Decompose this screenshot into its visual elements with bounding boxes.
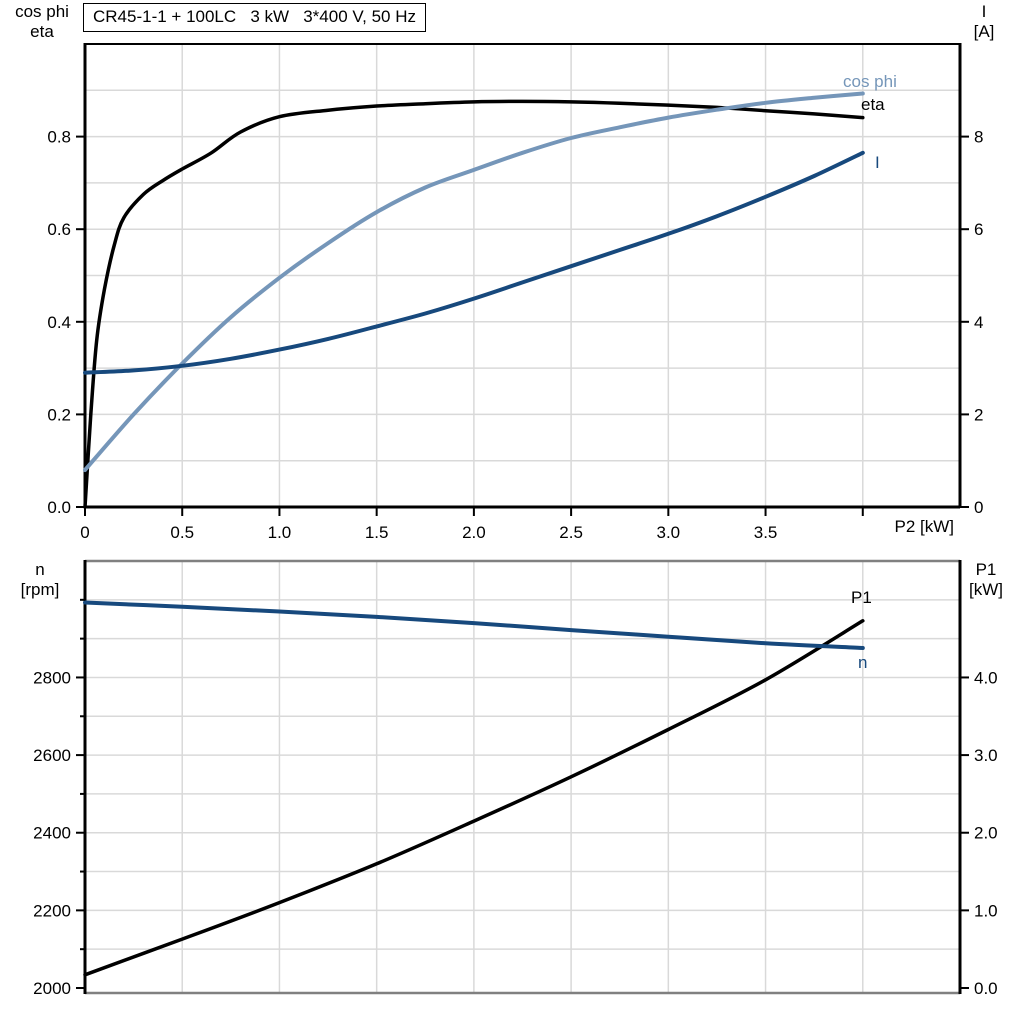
axis-header-n: n: [35, 560, 45, 579]
top-left-axis-header: cos phi eta: [4, 2, 80, 42]
axis-header-n-unit: [rpm]: [20, 580, 60, 599]
gridlines: [85, 561, 960, 993]
series-cos-phi: [83, 91, 865, 472]
tick-label: 0.0: [47, 498, 71, 517]
axis-header-eta: eta: [30, 22, 54, 41]
ticks: [76, 598, 969, 989]
series-i: [83, 150, 865, 375]
tick-label: 4.0: [974, 668, 998, 687]
tick-label: 2200: [33, 901, 71, 920]
tick-label: 0.8: [47, 128, 71, 147]
tick-label: 0: [974, 498, 983, 517]
tick-label: 2000: [33, 979, 71, 998]
curve-label-p1: P1: [851, 588, 872, 607]
axis-header-cosphi: cos phi: [15, 2, 69, 21]
tick-label: 2: [974, 405, 983, 424]
curve-label-current: I: [875, 153, 880, 172]
top-right-axis-header: I [A]: [952, 2, 1016, 42]
bottom-left-axis-header: n [rpm]: [2, 560, 78, 600]
tick-label: 0.2: [47, 405, 71, 424]
curve-label-eta: eta: [861, 95, 885, 114]
curve-label-cos-phi: cos phi: [843, 72, 897, 91]
tick-label: 2400: [33, 824, 71, 843]
tick-label: 2.0: [974, 824, 998, 843]
plot-1: 0 0.5 1.0 1.5 2.0 2.5 3.0 3.5 0.0 0.2 0.4 0.6 0.8 0 2 4…: [47, 43, 983, 542]
tick-label: 0.5: [170, 523, 194, 542]
plot-2: 2000 2200 2400 2600 2800 0.0 1.0 2.0 3.0 4.0: [33, 559, 998, 998]
tick-label: 0: [80, 523, 89, 542]
series-n: [83, 600, 865, 650]
tick-label: 0.4: [47, 313, 71, 332]
tick-label: 2.5: [559, 523, 583, 542]
gridlines: [85, 44, 960, 507]
tick-label: 1.5: [365, 523, 389, 542]
tick-label: 2600: [33, 746, 71, 765]
tick-label: 4: [974, 313, 983, 332]
curve-label-n: n: [858, 653, 868, 672]
tick-label: 0.6: [47, 220, 71, 239]
chart-title: CR45-1-1 + 100LC 3 kW 3*400 V, 50 Hz: [83, 3, 427, 32]
axis-header-current: I: [981, 2, 987, 21]
axis-header-p1-unit: [kW]: [969, 580, 1003, 599]
tick-label: 3.5: [754, 523, 778, 542]
axis-header-current-unit: [A]: [973, 22, 995, 41]
tick-label: 8: [974, 128, 983, 147]
tick-label: 2800: [33, 668, 71, 687]
tick-label: 0.0: [974, 979, 998, 998]
tick-label: 1.0: [974, 901, 998, 920]
tick-label: 2.0: [462, 523, 486, 542]
bottom-right-axis-header: P1 [kW]: [952, 560, 1020, 600]
tick-label: 3.0: [657, 523, 681, 542]
ticks: [76, 135, 969, 516]
tick-label: 3.0: [974, 746, 998, 765]
tick-label: 6: [974, 220, 983, 239]
series-eta: [83, 99, 865, 509]
x-axis-title: P2 [kW]: [894, 517, 954, 536]
axis-header-p1: P1: [975, 560, 997, 579]
tick-label: 1.0: [268, 523, 292, 542]
series-p1: [83, 619, 865, 977]
